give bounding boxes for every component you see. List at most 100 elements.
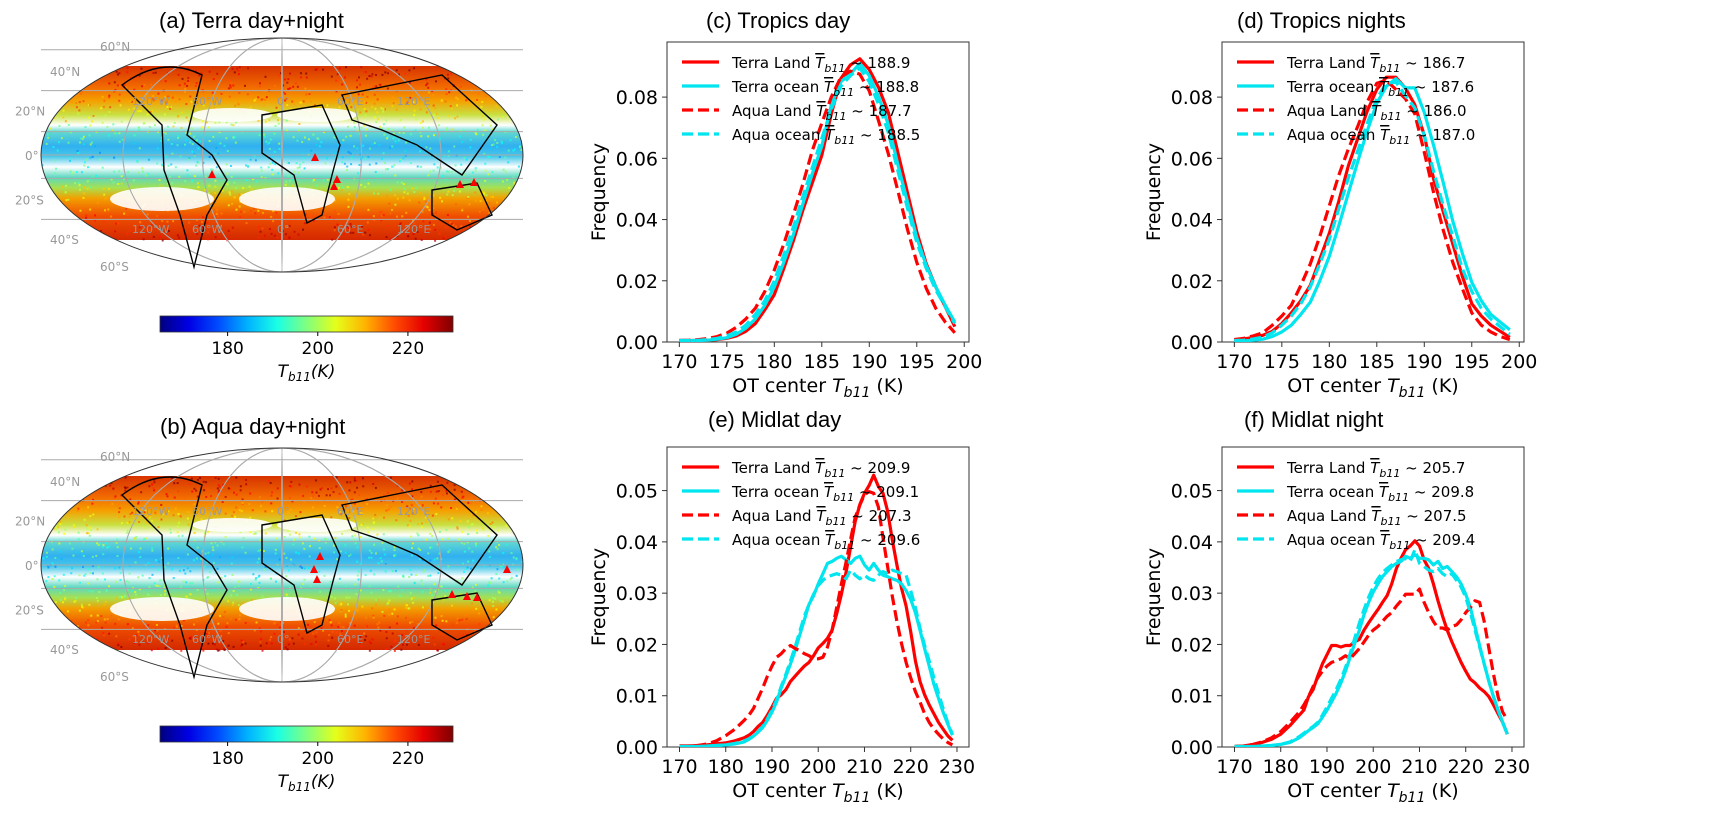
colorbar — [159, 725, 454, 743]
x-tick-label: 180 — [1263, 756, 1299, 778]
x-tick-label: 195 — [1454, 351, 1490, 373]
ot-marker — [448, 590, 456, 598]
lon-label: 120°E — [397, 223, 430, 236]
x-tick-label: 190 — [851, 351, 887, 373]
y-tick-label: 0.00 — [616, 737, 658, 759]
x-tick-label: 170 — [661, 756, 697, 778]
x-tick-label: 170 — [1216, 756, 1252, 778]
legend-entry: Terra Land Tb11 ~ 209.9 — [731, 459, 910, 480]
x-tick-label: 230 — [1494, 756, 1530, 778]
y-tick-label: 0.05 — [1171, 481, 1213, 503]
panel-c-title: (c) Tropics day — [706, 8, 851, 33]
y-tick-label: 0.06 — [1171, 148, 1213, 170]
panel-a-title: (a) Terra day+night — [159, 8, 344, 33]
y-tick-label: 0.04 — [1171, 532, 1213, 554]
colorbar-tick-label: 180 — [211, 749, 243, 769]
x-tick-label: 200 — [800, 756, 836, 778]
continent-outline — [341, 74, 498, 176]
ot-marker — [503, 565, 511, 573]
lon-label: 60°W — [192, 633, 222, 646]
lat-label: 60°S — [100, 670, 129, 684]
x-tick-label: 200 — [946, 351, 982, 373]
lon-label: 120°E — [397, 633, 430, 646]
lat-label: 60°N — [100, 450, 130, 464]
y-axis-label: Frequency — [588, 548, 610, 646]
x-tick-label: 210 — [1401, 756, 1437, 778]
ot-marker — [333, 175, 341, 183]
legend-entry: Terra Land Tb11 ~ 188.9 — [731, 54, 910, 75]
lat-label: 0° — [25, 559, 39, 573]
legend-entry: Aqua ocean Tb11 ~ 209.4 — [1287, 531, 1475, 552]
x-tick-label: 190 — [1406, 351, 1442, 373]
y-tick-label: 0.02 — [1171, 271, 1213, 293]
y-tick-label: 0.08 — [616, 87, 658, 109]
lat-label: 20°S — [15, 603, 44, 617]
colorbar-tick-label: 220 — [392, 339, 424, 359]
y-tick-label: 0.04 — [1171, 210, 1213, 232]
ot-marker — [470, 178, 478, 186]
map-nodata-patch — [192, 108, 272, 122]
legend-entry: Aqua Land Tb11 ~ 187.7 — [732, 102, 912, 123]
lon-label: 60°E — [337, 95, 363, 108]
y-tick-label: 0.08 — [1171, 87, 1213, 109]
y-tick-label: 0.06 — [616, 148, 658, 170]
map-nodata-patch — [277, 108, 357, 122]
x-tick-label: 190 — [1309, 756, 1345, 778]
legend-entry: Aqua Land Tb11 ~ 207.5 — [1287, 507, 1467, 528]
x-tick-label: 170 — [1216, 351, 1252, 373]
map-border — [40, 37, 524, 273]
y-tick-label: 0.00 — [1171, 737, 1213, 759]
lat-label: 0° — [25, 149, 39, 163]
map-terra: 60°N 40°N 20°N 0° 20°S 40°S 60°S 120°W 60°W 0° 60°… — [15, 37, 524, 384]
y-tick-label: 0.05 — [616, 481, 658, 503]
continent-outline — [261, 104, 341, 225]
lat-label: 40°N — [50, 475, 80, 489]
x-axis-label: OT center Tb11 (K) — [732, 780, 903, 806]
legend-entry: Aqua Land Tb11 ~ 186.0 — [1287, 102, 1467, 123]
legend-entry: Aqua ocean Tb11 ~ 187.0 — [1287, 126, 1475, 147]
map-aqua: 60°N 40°N 20°N 0° 20°S 40°S 60°S 120°W 60°W 0° 60°… — [15, 447, 524, 794]
map-border — [40, 447, 524, 683]
series-line-aqua-land — [1234, 587, 1509, 747]
continent-outline — [120, 66, 228, 270]
map-nodata-patch — [277, 518, 357, 532]
map-nodata-patch — [110, 187, 214, 211]
x-tick-label: 175 — [1264, 351, 1300, 373]
legend-entry: Terra ocean Tb11 ~ 188.8 — [731, 78, 919, 99]
lon-label: 120°E — [397, 505, 430, 518]
colorbar-label: Tb11(K) — [278, 772, 336, 794]
ot-marker — [316, 552, 324, 560]
y-tick-label: 0.02 — [616, 271, 658, 293]
graticule-lon — [281, 447, 283, 683]
series-line-aqua-land — [679, 489, 954, 747]
panel-b-title: (b) Aqua day+night — [160, 414, 346, 439]
lon-label: 60°W — [192, 223, 222, 236]
lon-label: 120°W — [132, 505, 169, 518]
ot-marker — [310, 565, 318, 573]
legend-entry: Terra Land Tb11 ~ 205.7 — [1286, 459, 1465, 480]
ot-marker — [208, 170, 216, 178]
x-axis-label: OT center Tb11 (K) — [1287, 375, 1458, 401]
y-tick-label: 0.02 — [616, 634, 658, 656]
y-axis-label: Frequency — [1143, 548, 1165, 646]
y-tick-label: 0.04 — [616, 532, 658, 554]
x-tick-label: 190 — [754, 756, 790, 778]
lat-label: 20°N — [15, 515, 45, 529]
series-line-terra-ocean — [1234, 553, 1509, 747]
panel-f-title: (f) Midlat night — [1244, 407, 1384, 432]
lat-label: 20°N — [15, 105, 45, 119]
graticule-lon — [281, 37, 283, 273]
lat-label: 40°S — [50, 233, 79, 247]
x-axis-label: OT center Tb11 (K) — [732, 375, 903, 401]
colorbar-tick-label: 200 — [302, 339, 334, 359]
legend: Terra Land Tb11 ~ 188.9 Terra ocean Tb11 … — [682, 54, 920, 147]
lon-label: 60°E — [337, 633, 363, 646]
lat-label: 60°S — [100, 260, 129, 274]
series-line-aqua-ocean — [679, 568, 954, 747]
continent-outline — [431, 182, 493, 231]
series-group — [679, 473, 954, 747]
colorbar-tick-label: 220 — [392, 749, 424, 769]
lon-label: 120°E — [397, 95, 430, 108]
x-tick-label: 210 — [846, 756, 882, 778]
continent-outline — [120, 476, 228, 680]
